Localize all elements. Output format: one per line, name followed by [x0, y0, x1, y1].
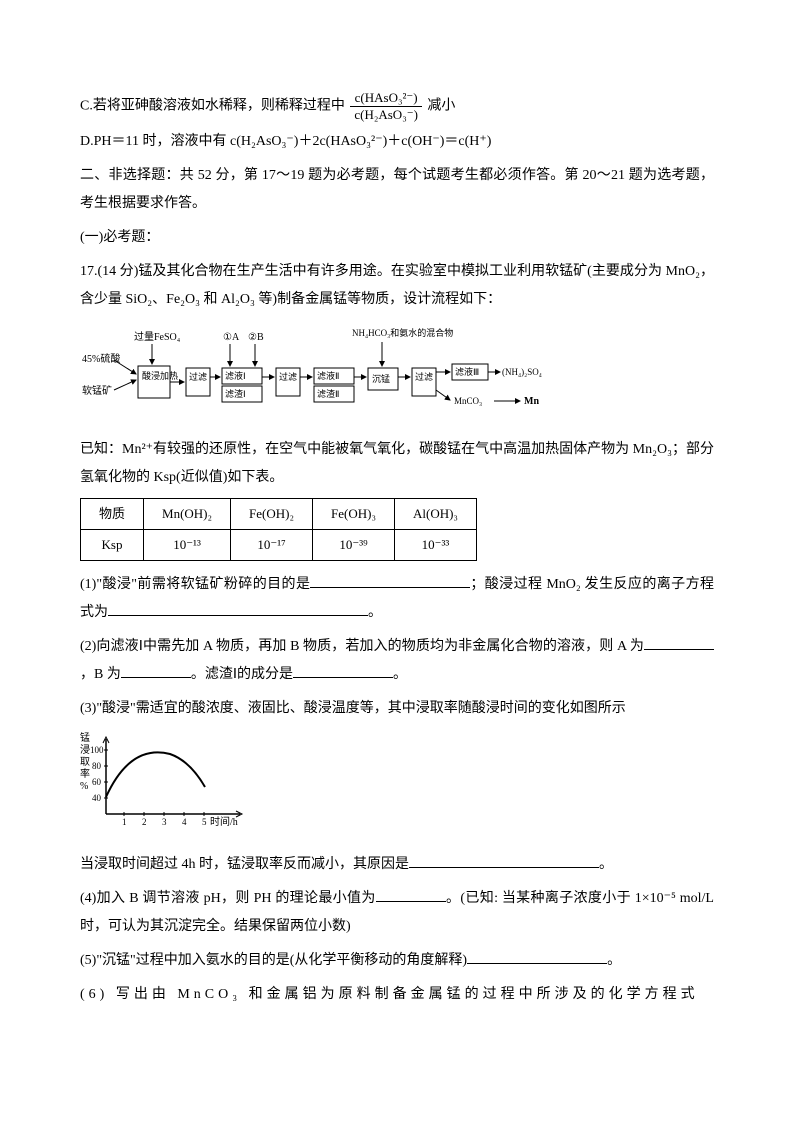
th-feoh3: Fe(OH)₃ [313, 499, 395, 530]
chart-xlabel: 时间/h [210, 815, 238, 828]
td-v2: 10⁻¹⁷ [231, 530, 313, 561]
xtick-3: 3 [162, 817, 167, 827]
flow-filtrate1: 滤液Ⅰ [225, 370, 246, 381]
chart-svg: 锰 浸 取 率 % 100 80 60 40 1 2 3 4 5 时间/h [80, 729, 260, 834]
flow-lab-a: ①A [223, 332, 240, 343]
flow-label-feso4: 过量FeSO₄ [134, 330, 181, 343]
extraction-chart: 锰 浸 取 率 % 100 80 60 40 1 2 3 4 5 时间/h [80, 729, 714, 845]
td-v3: 10⁻³⁹ [313, 530, 395, 561]
ytick-80: 80 [92, 761, 102, 771]
blank-1a[interactable] [310, 571, 470, 588]
flow-box-filter2: 过滤 [279, 371, 297, 382]
option-c: C.若将亚砷酸溶液如水稀释，则稀释过程中 c(HAsO₃²⁻) c(H₂AsO₃… [80, 90, 714, 122]
flow-svg: 45%硫酸 软锰矿 过量FeSO₄ 酸浸加热 过滤 ①A ②B 滤液Ⅰ 滤渣Ⅰ … [80, 322, 560, 417]
q2c: 。滤渣Ⅰ的成分是 [191, 667, 293, 682]
blank-2b[interactable] [121, 661, 191, 678]
q4a: (4)加入 B 调节溶液 pH，则 PH 的理论最小值为 [80, 891, 376, 906]
chart-ylabel-4: 率 [80, 767, 90, 780]
q4: (4)加入 B 调节溶液 pH，则 PH 的理论最小值为。(已知: 当某种离子浓… [80, 885, 714, 941]
q17-intro: 17.(14 分)锰及其化合物在生产生活中有许多用途。在实验室中模拟工业利用软锰… [80, 258, 714, 314]
frac-num: c(HAsO₃²⁻) [350, 90, 422, 107]
option-d: D.PH＝11 时，溶液中有 c(H₂AsO₃⁻)＋2c(HAsO₃²⁻)＋c(… [80, 128, 714, 156]
flow-filtrate3: 滤液Ⅲ [455, 366, 479, 377]
th-feoh2: Fe(OH)₂ [231, 499, 313, 530]
blank-2a[interactable] [644, 633, 714, 650]
xtick-2: 2 [142, 817, 147, 827]
blank-2c[interactable] [293, 661, 393, 678]
q2a: (2)向滤液Ⅰ中需先加 A 物质，再加 B 物质，若加入的物质均为非金属化合物的… [80, 639, 644, 654]
q1c: 。 [368, 605, 382, 620]
xtick-5: 5 [202, 817, 207, 827]
chart-ylabel-2: 浸 [80, 744, 90, 756]
ytick-60: 60 [92, 777, 102, 787]
th-mnoh2: Mn(OH)₂ [144, 499, 231, 530]
q5b: 。 [607, 953, 621, 968]
q3b-para: 当浸取时间超过 4h 时，锰浸取率反而减小，其原因是 。 [80, 851, 714, 879]
ksp-table: 物质 Mn(OH)₂ Fe(OH)₂ Fe(OH)₃ Al(OH)₃ Ksp 1… [80, 498, 477, 561]
q5a: (5)"沉锰"过程中加入氨水的目的是(从化学平衡移动的角度解释) [80, 953, 467, 968]
th-aloh3: Al(OH)₃ [394, 499, 476, 530]
q3c: 。 [599, 857, 613, 872]
flow-lab-b: ②B [248, 332, 264, 343]
q2: (2)向滤液Ⅰ中需先加 A 物质，再加 B 物质，若加入的物质均为非金属化合物的… [80, 633, 714, 689]
chart-ylabel-1: 锰 [80, 731, 90, 744]
chart-curve [106, 753, 205, 798]
flow-residue2: 滤渣Ⅱ [317, 388, 339, 399]
flow-filtrate2: 滤液Ⅱ [317, 370, 339, 381]
q1a: (1)"酸浸"前需将软锰矿粉碎的目的是 [80, 577, 310, 592]
blank-4[interactable] [376, 885, 446, 902]
th-substance: 物质 [81, 499, 144, 530]
blank-3b[interactable] [409, 851, 599, 868]
chart-ylabel-3: 取 [80, 756, 90, 768]
xtick-4: 4 [182, 817, 187, 827]
frac-den: c(H₂AsO₃⁻) [350, 107, 422, 123]
q2b: ，B 为 [80, 667, 121, 682]
flow-residue1: 滤渣Ⅰ [225, 388, 246, 399]
td-ksp: Ksp [81, 530, 144, 561]
flow-box-acid: 酸浸加热 [142, 370, 178, 381]
q5: (5)"沉锰"过程中加入氨水的目的是(从化学平衡移动的角度解释) 。 [80, 947, 714, 975]
q3a-text: (3)"酸浸"需适宜的酸浓度、液固比、酸浸温度等，其中浸取率随酸浸时间的变化如图… [80, 695, 714, 723]
required-title: (一)必考题： [80, 224, 714, 252]
td-v4: 10⁻³³ [394, 530, 476, 561]
flow-box-filter3: 过滤 [415, 371, 433, 382]
flow-nh4-label: NH₄HCO₃和氨水的混合物 [352, 327, 453, 338]
xtick-1: 1 [122, 817, 127, 827]
flow-label-acid: 45%硫酸 [82, 352, 120, 365]
flow-mnco3: MnCO₃ [454, 396, 482, 406]
ytick-40: 40 [92, 793, 102, 803]
ytick-100: 100 [90, 745, 104, 755]
q2d: 。 [393, 667, 407, 682]
blank-1b[interactable] [108, 599, 368, 616]
flow-box-precip: 沉锰 [372, 373, 390, 384]
td-v1: 10⁻¹³ [144, 530, 231, 561]
optc-post: 减小 [427, 98, 455, 113]
blank-5[interactable] [467, 947, 607, 964]
q6: (6) 写出由 MnCO₃ 和金属铝为原料制备金属锰的过程中所涉及的化学方程式 [80, 981, 714, 1009]
flow-nh4so4: (NH₄)₂SO₄ [502, 367, 542, 377]
flow-box-filter1: 过滤 [189, 371, 207, 382]
optc-pre: C.若将亚砷酸溶液如水稀释，则稀释过程中 [80, 98, 345, 113]
flow-diagram: 45%硫酸 软锰矿 过量FeSO₄ 酸浸加热 过滤 ①A ②B 滤液Ⅰ 滤渣Ⅰ … [80, 322, 714, 428]
q1: (1)"酸浸"前需将软锰矿粉碎的目的是；酸浸过程 MnO₂ 发生反应的离子方程式… [80, 571, 714, 627]
q17-known: 已知：Mn²⁺有较强的还原性，在空气中能被氧气氧化，碳酸锰在气中高温加热固体产物… [80, 436, 714, 492]
q3b: 当浸取时间超过 4h 时，锰浸取率反而减小，其原因是 [80, 857, 409, 872]
flow-label-ore: 软锰矿 [82, 384, 112, 397]
flow-mn: Mn [524, 396, 539, 407]
section2-heading: 二、非选择题：共 52 分，第 17～19 题为必考题，每个试题考生都必须作答。… [80, 162, 714, 218]
fraction: c(HAsO₃²⁻) c(H₂AsO₃⁻) [350, 90, 422, 122]
chart-ylabel-5: % [80, 781, 88, 792]
